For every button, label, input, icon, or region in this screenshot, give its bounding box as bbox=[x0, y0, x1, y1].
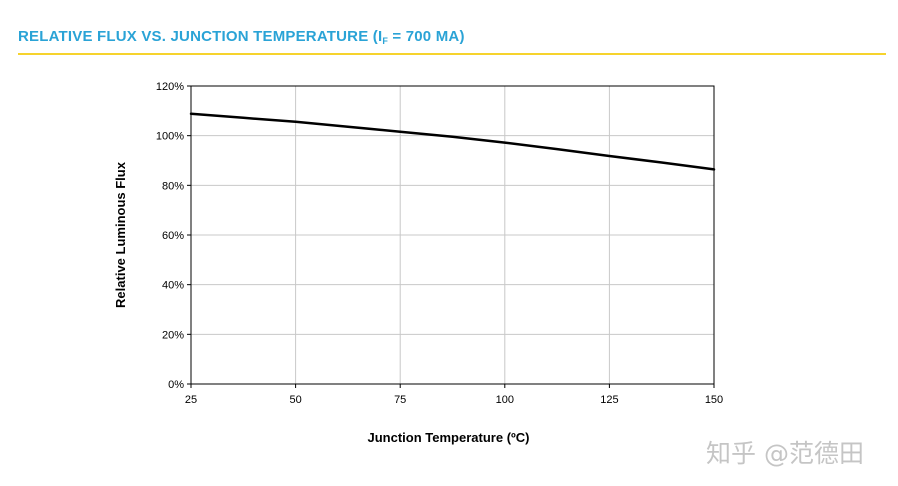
x-tick-label: 75 bbox=[394, 394, 406, 406]
x-tick-label: 100 bbox=[496, 394, 514, 406]
x-tick-label: 25 bbox=[185, 394, 197, 406]
y-axis-title: Relative Luminous Flux bbox=[113, 161, 128, 308]
y-tick-label: 20% bbox=[162, 329, 184, 341]
chart-title-tail: = 700 MA) bbox=[388, 28, 465, 45]
chart-title-subscript: F bbox=[382, 36, 389, 46]
x-tick-label: 50 bbox=[289, 394, 301, 406]
tick-labels: 25 50 75 100 125 150 0% 20% 40% 60% 80% 100% 120% bbox=[156, 81, 723, 406]
x-tick-label: 125 bbox=[600, 394, 618, 406]
x-tick-label: 150 bbox=[705, 394, 723, 406]
y-tick-label: 0% bbox=[168, 379, 184, 391]
title-underline bbox=[18, 53, 886, 55]
grid bbox=[191, 86, 714, 384]
y-tick-label: 80% bbox=[162, 180, 184, 192]
x-axis-title: Junction Temperature (ºC) bbox=[368, 430, 530, 445]
chart-title-main: RELATIVE FLUX VS. JUNCTION TEMPERATURE (… bbox=[18, 28, 383, 45]
series-layer bbox=[189, 112, 716, 171]
y-tick-label: 60% bbox=[162, 230, 184, 242]
chart-title: RELATIVE FLUX VS. JUNCTION TEMPERATURE (… bbox=[18, 28, 465, 46]
y-tick-label: 100% bbox=[156, 131, 184, 143]
watermark: 知乎 @范德田 bbox=[706, 439, 864, 468]
series-line bbox=[189, 112, 716, 171]
y-tick-label: 40% bbox=[162, 280, 184, 292]
y-tick-label: 120% bbox=[156, 81, 184, 93]
